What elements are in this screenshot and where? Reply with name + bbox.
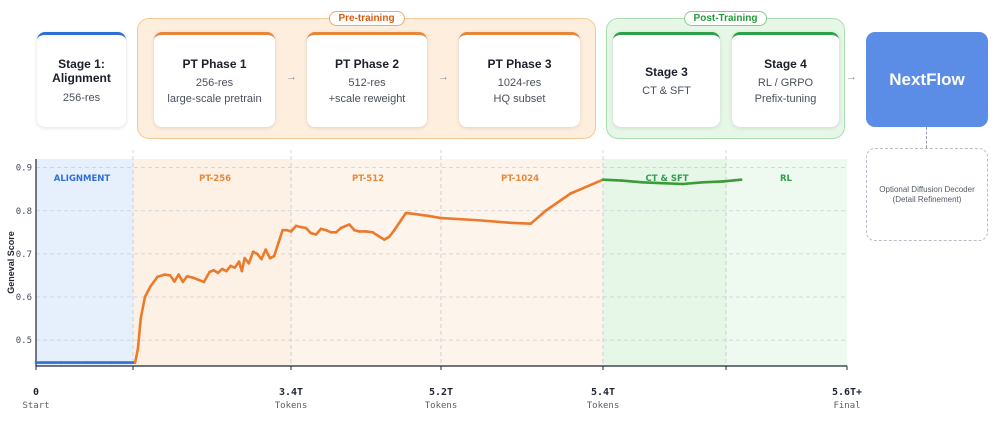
- y-axis-label: Geneval Score: [6, 231, 16, 294]
- decoder-line1: Optional Diffusion Decoder: [879, 184, 975, 194]
- pt-phase3-sub1: 1024-res: [497, 76, 542, 89]
- series-segment: [264, 248, 272, 260]
- stage4-title: Stage 4: [764, 56, 807, 71]
- region-label: PT-512: [352, 174, 384, 184]
- series-segment: [133, 347, 140, 364]
- x-tick-sub-label: Tokens: [587, 401, 620, 411]
- pt-phase2-title: PT Phase 2: [334, 56, 400, 71]
- series-segment: [143, 284, 152, 299]
- y-tick-label: 0.7: [16, 250, 32, 260]
- series-segment: [404, 211, 418, 216]
- diffusion-decoder-box: Optional Diffusion Decoder (Detail Refin…: [866, 148, 988, 241]
- stage4-card: Stage 4 RL / GRPO Prefix-tuning: [732, 32, 839, 127]
- y-tick-label: 0.5: [16, 336, 32, 346]
- pt-phase2-card: PT Phase 2 512-res +scale reweight: [307, 32, 427, 127]
- x-tick-label: 5.2T: [429, 387, 453, 398]
- pt-phase3-title: PT Phase 3: [487, 56, 552, 71]
- y-tick-label: 0.9: [16, 164, 32, 174]
- region-label: ALIGNMENT: [54, 174, 111, 184]
- series-segment: [427, 214, 443, 220]
- arrow-icon: →: [846, 71, 857, 83]
- series-segment: [247, 250, 255, 265]
- pt-phase2-sub1: 512-res: [348, 76, 386, 89]
- pt-phase3-sub2: HQ subset: [493, 92, 546, 105]
- series-segment: [414, 212, 430, 218]
- nextflow-final-box: NextFlow: [866, 32, 988, 127]
- series-segment: [681, 180, 705, 186]
- pt-phase3-card: PT Phase 3 1024-res HQ subset: [459, 32, 580, 127]
- series-segment: [136, 317, 143, 351]
- stage4-sub2: Prefix-tuning: [754, 92, 817, 105]
- x-tick-sub-label: Final: [833, 401, 860, 411]
- x-tick-label: 5.4T: [591, 387, 615, 398]
- stage3-title: Stage 3: [645, 64, 688, 79]
- stage1-sub: 256-res: [62, 92, 101, 104]
- post-training-label: Post-Training: [683, 11, 768, 26]
- series-segment: [620, 179, 644, 184]
- region-1: [133, 159, 291, 366]
- stage3-sub: CT & SFT: [642, 84, 691, 97]
- decoder-connector: [926, 127, 927, 148]
- decoder-line2: (Detail Refinement): [892, 194, 962, 204]
- y-tick-label: 0.6: [16, 293, 32, 303]
- pre-training-label: Pre-training: [328, 11, 405, 26]
- stage1-title-line1: Stage 1:: [58, 57, 105, 71]
- series-segment: [388, 228, 396, 238]
- region-3: [441, 159, 603, 366]
- pt-phase1-title: PT Phase 1: [182, 56, 247, 71]
- series-segment: [139, 295, 147, 320]
- series-segment: [260, 248, 268, 261]
- series-segment: [569, 178, 605, 195]
- region-0: [36, 159, 133, 366]
- series-segment: [439, 216, 480, 222]
- region-2: [291, 159, 441, 366]
- arrow-icon: →: [438, 71, 449, 83]
- x-tick-label: 3.4T: [279, 387, 303, 398]
- x-tick-sub-label: Tokens: [275, 401, 308, 411]
- series-segment: [701, 180, 725, 184]
- series-segment: [149, 275, 159, 288]
- arrow-icon: →: [286, 71, 297, 83]
- series-segment: [240, 256, 246, 273]
- series-segment: [202, 270, 211, 284]
- x-tick-sub-label: Start: [22, 401, 49, 411]
- region-5: [726, 159, 847, 366]
- series-segment: [544, 192, 572, 213]
- pt-phase1-sub2: large-scale pretrain: [167, 92, 262, 105]
- stage3-card: Stage 3 CT & SFT: [613, 32, 720, 127]
- pt-phase1-sub1: 256-res: [195, 76, 234, 89]
- region-label: RL: [780, 174, 793, 184]
- stage1-title-line2: Alignment: [52, 71, 111, 85]
- series-segment: [399, 211, 408, 222]
- series-segment: [601, 178, 624, 182]
- series-segment: [477, 218, 513, 225]
- series-segment: [272, 241, 280, 258]
- series-segment: [371, 231, 381, 238]
- stage1-card: Stage 1: Alignment 256-res: [37, 32, 126, 127]
- series-segment: [661, 181, 684, 186]
- series-segment: [277, 228, 284, 245]
- series-segment: [640, 180, 664, 185]
- stage4-sub1: RL / GRPO: [757, 76, 814, 89]
- region-4: [603, 159, 726, 366]
- series-segment: [529, 209, 547, 225]
- region-label: PT-1024: [501, 174, 539, 184]
- x-tick-label: 5.6T+: [832, 387, 862, 398]
- pt-phase1-card: PT Phase 1 256-res large-scale pretrain: [154, 32, 275, 127]
- geneval-score-chart: ALIGNMENT PT-256 PT-512 PT-1024 CT & SFT RL 0…: [6, 150, 862, 411]
- pt-phase2-sub2: +scale reweight: [328, 92, 406, 105]
- region-label: CT & SFT: [645, 174, 688, 184]
- series-segment: [393, 218, 403, 232]
- x-tick-label: 0: [33, 387, 39, 398]
- series-segment: [509, 221, 533, 225]
- x-tick-sub-label: Tokens: [425, 401, 458, 411]
- region-label: PT-256: [199, 174, 231, 184]
- y-tick-label: 0.8: [16, 207, 32, 217]
- series-segment: [721, 178, 743, 183]
